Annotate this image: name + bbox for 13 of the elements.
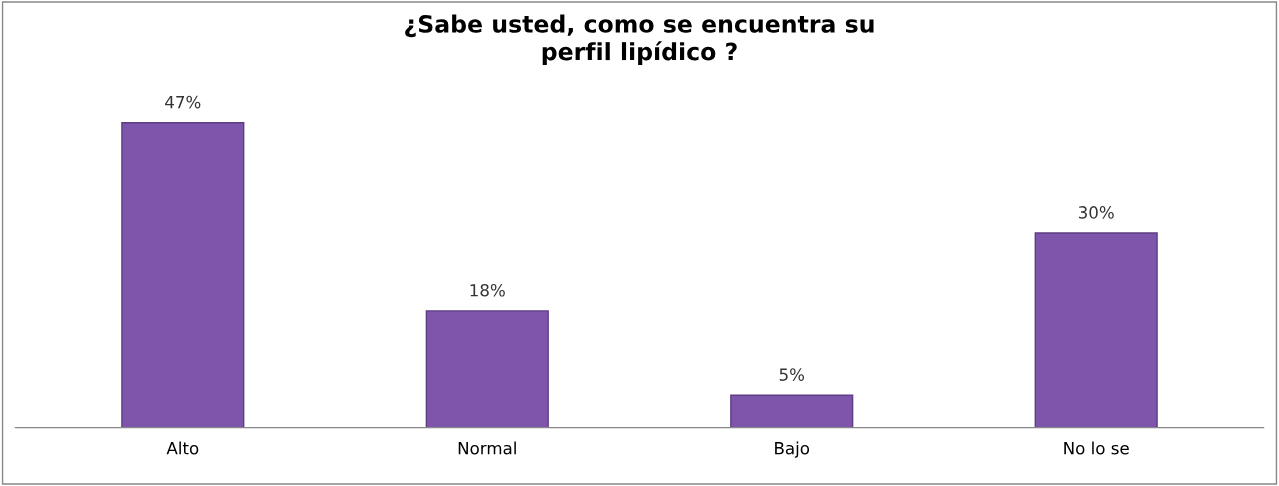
bar [425,310,549,428]
data-label: 18% [470,283,505,297]
data-label: 5% [779,368,805,381]
bar [121,122,245,428]
x-tick-label: Bajo [775,441,810,458]
x-tick-label: Normal [458,441,516,455]
bar [730,394,854,428]
chart-title: ¿Sabe usted, como se encuentra su perfil lipídico ? [405,14,874,65]
data-label: 30% [1078,206,1114,219]
x-tick-label: No lo se [1064,441,1129,455]
x-tick-label: Alto [166,441,199,455]
data-label: 47% [165,95,201,109]
bar [1034,232,1158,428]
